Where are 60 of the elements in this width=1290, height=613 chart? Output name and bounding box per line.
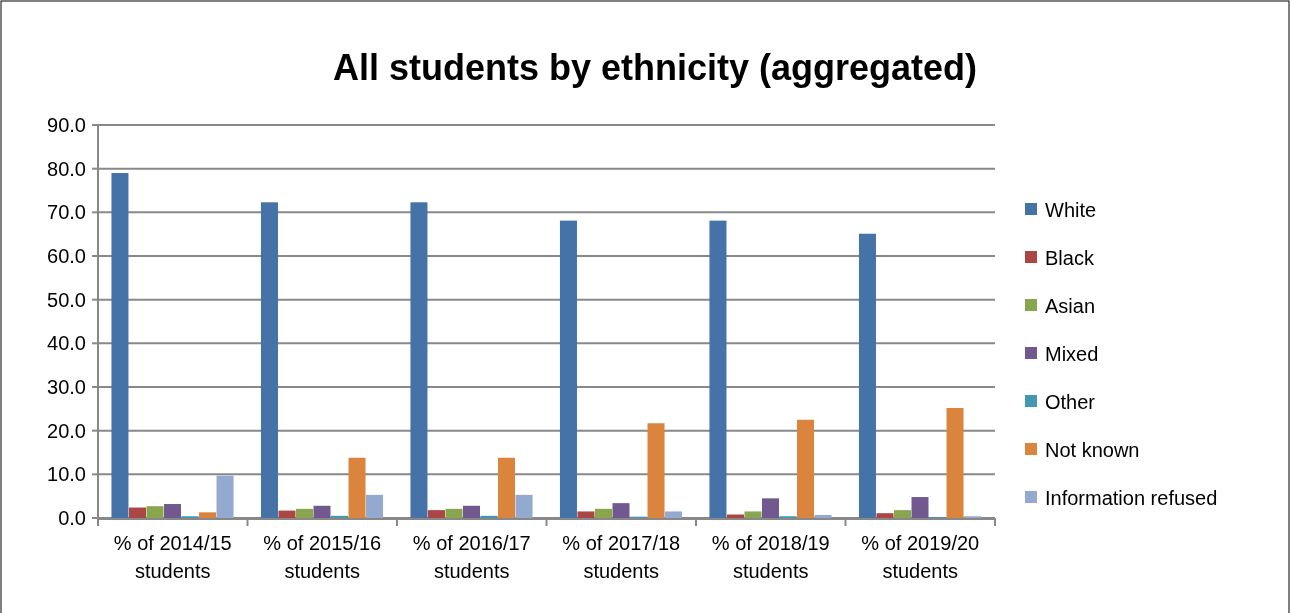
bar (744, 511, 762, 518)
legend-label: Not known (1045, 439, 1140, 461)
legend-label: Mixed (1045, 343, 1099, 365)
bar (313, 505, 331, 518)
legend-label: Asian (1045, 295, 1096, 317)
bar (427, 510, 445, 518)
bar (278, 510, 296, 518)
x-tick-label: % of 2017/18 students (562, 532, 681, 582)
y-tick-label: 30.0 (47, 376, 86, 398)
bar (445, 508, 463, 518)
y-tick-label: 80.0 (47, 157, 86, 180)
legend-label: White (1045, 199, 1097, 221)
bar (876, 513, 894, 518)
legend-label: Other (1045, 391, 1096, 413)
chart-title: All students by ethnicity (aggregated) (332, 47, 978, 88)
bar (647, 423, 665, 518)
bar (612, 503, 630, 518)
bar (858, 233, 876, 518)
bar (111, 173, 129, 518)
bar (410, 202, 428, 518)
bar (146, 506, 164, 518)
x-tick-label: % of 2018/19 students (711, 532, 830, 582)
bar (462, 505, 481, 518)
bar (559, 220, 577, 518)
bar (163, 504, 182, 518)
bar (893, 510, 911, 518)
y-tick-label: 20.0 (47, 419, 86, 442)
bar (216, 475, 234, 518)
bar (911, 497, 929, 518)
legend-label: Black (1045, 247, 1095, 269)
legend-label: Information refused (1045, 487, 1218, 509)
bar (260, 202, 278, 518)
x-tick-label: % of 2014/15 students (113, 532, 232, 582)
bar (797, 419, 815, 518)
bar (946, 407, 964, 518)
y-tick-label: 50.0 (47, 288, 86, 311)
bar (665, 511, 683, 518)
bar (366, 494, 384, 518)
bar (709, 220, 727, 518)
bar (498, 457, 516, 518)
bar (761, 498, 780, 518)
y-tick-label: 70.0 (47, 201, 86, 224)
y-tick-label: 60.0 (47, 245, 86, 267)
bar (594, 508, 612, 518)
x-tick-label: % of 2019/20 students (861, 532, 980, 582)
bar (348, 457, 366, 518)
bar (128, 507, 146, 518)
y-tick-label: 40.0 (47, 332, 86, 355)
bar (199, 512, 217, 518)
bar (577, 511, 595, 518)
y-tick-label: 90.0 (47, 114, 86, 136)
bar (331, 515, 349, 518)
y-tick-label: 10.0 (47, 463, 86, 486)
bar (480, 515, 498, 518)
bar (814, 514, 832, 518)
bar (515, 494, 533, 518)
y-tick-label: 0.0 (58, 507, 86, 529)
x-tick-label: % of 2015/16 students (263, 532, 382, 582)
x-tick-label: % of 2016/17 students (412, 532, 531, 582)
bar (295, 508, 313, 518)
